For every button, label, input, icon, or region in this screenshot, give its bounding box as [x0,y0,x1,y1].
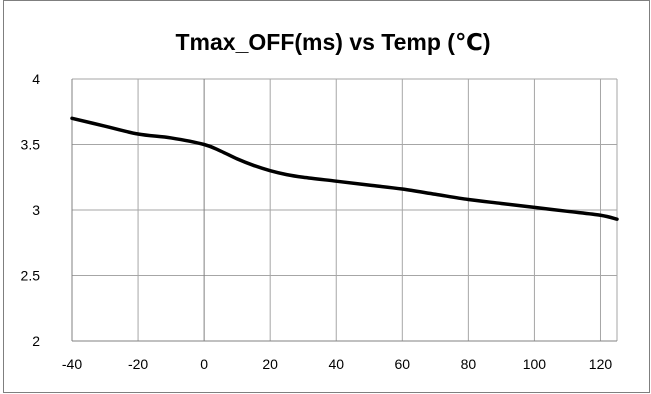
y-tick-label: 2.5 [21,268,41,284]
x-tick-label: 120 [589,356,613,372]
x-tick-label: 60 [395,356,411,372]
series-line [70,116,619,221]
chart-title: Tmax_OFF(ms) vs Temp (℃) [176,29,491,55]
x-tick-label: -20 [128,356,148,372]
x-tick-label: 100 [523,356,547,372]
x-tick-label: 40 [328,356,344,372]
axes [71,79,617,342]
x-tick-label: 80 [461,356,477,372]
x-tick-label: 0 [200,356,208,372]
y-tick-label: 4 [32,71,40,87]
series-group [70,116,619,221]
x-tick-label: -40 [62,356,82,372]
x-tick-labels: -40 -20 0 20 40 60 80 100 120 [62,356,612,372]
y-tick-label: 3.5 [21,137,41,153]
chart-border [3,0,650,393]
y-tick-label: 3 [32,202,40,218]
grid-lines [71,78,618,341]
y-tick-labels: 2 2.5 3 3.5 4 [21,71,41,349]
x-tick-label: 20 [262,356,278,372]
y-tick-label: 2 [32,333,40,349]
